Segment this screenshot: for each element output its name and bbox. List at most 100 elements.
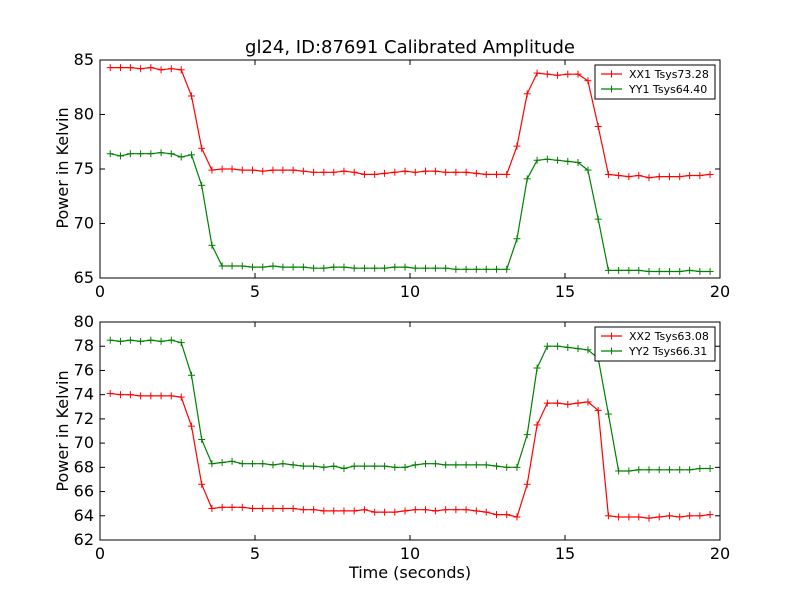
top-data-point [635, 266, 643, 274]
top-data-point [198, 144, 206, 152]
top-data-point [299, 263, 307, 271]
top-data-point [462, 265, 470, 273]
top-data-point [431, 264, 439, 272]
top-plot-frame [99, 59, 721, 279]
top-data-point [645, 174, 653, 182]
top-data-point [249, 263, 257, 271]
top-data-point [228, 262, 236, 270]
top-data-point [676, 267, 684, 275]
bottom-data-point [492, 462, 500, 470]
bottom-data-point [299, 506, 307, 514]
bottom-data-point [422, 506, 429, 514]
bottom-data-point [350, 462, 358, 470]
bottom-data-point [584, 346, 592, 354]
top-data-point [554, 71, 562, 79]
bottom-legend-label: XX2 Tsys63.08 [629, 330, 709, 343]
top-legend-label: XX1 Tsys73.28 [629, 68, 709, 81]
top-data-point [604, 266, 612, 274]
bottom-data-point [167, 336, 175, 344]
bottom-data-point [259, 505, 267, 513]
bottom-y-tick-label: 70 [74, 433, 94, 452]
top-data-point [625, 266, 633, 274]
bottom-data-point [442, 506, 450, 514]
bottom-data-point [371, 508, 379, 516]
top-data-point [513, 142, 521, 150]
bottom-data-point [635, 466, 643, 474]
top-data-point [320, 168, 328, 176]
top-x-tick-label: 5 [250, 282, 260, 301]
top-data-point [187, 92, 195, 100]
bottom-legend-box [594, 326, 716, 362]
top-data-point [259, 167, 267, 175]
bottom-data-point [645, 514, 653, 522]
bottom-data-point [686, 512, 694, 520]
top-data-point [625, 173, 633, 181]
bottom-y-tick-label: 66 [74, 482, 94, 501]
top-data-point [472, 265, 480, 273]
bottom-data-point [177, 339, 185, 347]
top-data-point [686, 172, 694, 180]
top-data-point [259, 263, 267, 271]
bottom-data-point [228, 457, 236, 465]
bottom-data-point [564, 400, 572, 408]
bottom-data-point [604, 512, 612, 520]
bottom-data-point [340, 465, 348, 473]
top-data-point [157, 66, 165, 74]
bottom-data-point [696, 512, 704, 520]
top-data-point [126, 150, 134, 158]
top-data-point [696, 172, 704, 180]
bottom-y-tick-label: 64 [74, 506, 94, 525]
bottom-data-point [320, 463, 328, 471]
bottom-data-point [350, 507, 358, 515]
top-data-point [615, 172, 623, 180]
bottom-y-axis-label: Power in Kelvin [53, 370, 72, 491]
bottom-data-point [574, 345, 582, 353]
bottom-data-point [482, 461, 490, 469]
top-data-point [452, 168, 460, 176]
top-data-point [482, 265, 490, 273]
top-data-point [604, 170, 612, 178]
bottom-data-point [177, 393, 185, 401]
bottom-data-point [554, 399, 562, 407]
bottom-data-point [187, 422, 195, 430]
top-data-point [635, 172, 643, 180]
top-data-point [228, 165, 236, 173]
top-data-point [310, 264, 318, 272]
bottom-x-tick-label: 15 [555, 544, 575, 563]
bottom-y-tick-label: 62 [74, 530, 94, 549]
bottom-data-point [320, 507, 328, 515]
top-data-point [177, 66, 185, 74]
top-data-point [411, 264, 419, 272]
bottom-data-point [249, 460, 257, 468]
top-data-point [513, 235, 521, 243]
top-data-point [137, 150, 145, 158]
bottom-data-point [635, 513, 643, 521]
bottom-data-point [554, 342, 562, 350]
top-data-point [655, 267, 663, 275]
top-data-point [482, 170, 490, 178]
bottom-series-line-xx2 [110, 392, 711, 519]
top-data-point [137, 65, 145, 73]
top-legend-label: YY1 Tsys64.40 [628, 83, 707, 96]
top-x-tick-label: 0 [95, 282, 105, 301]
bottom-data-point [401, 507, 409, 515]
bottom-data-point [513, 463, 521, 471]
top-data-point [116, 64, 124, 72]
top-data-point [574, 158, 582, 166]
top-y-tick-label: 85 [74, 50, 94, 69]
top-data-point [289, 263, 297, 271]
top-data-point [706, 170, 714, 178]
bottom-data-point [218, 458, 226, 466]
top-data-point [167, 65, 175, 73]
top-data-point [391, 263, 399, 271]
bottom-data-point [523, 480, 531, 488]
bottom-data-point [452, 461, 460, 469]
top-data-point [422, 264, 429, 272]
bottom-y-tick-label: 74 [74, 385, 94, 404]
bottom-legend: XX2 Tsys63.08 YY2 Tsys66.31 [594, 326, 716, 362]
bottom-plot-panel: 0 5 10 15 20 62 64 66 68 70 72 74 76 78 80 XX2 Tsys63.0… [74, 312, 731, 563]
top-data-point [594, 122, 602, 130]
top-data-point [442, 168, 450, 176]
chart-title: gl24, ID:87691 Calibrated Amplitude [245, 37, 575, 58]
